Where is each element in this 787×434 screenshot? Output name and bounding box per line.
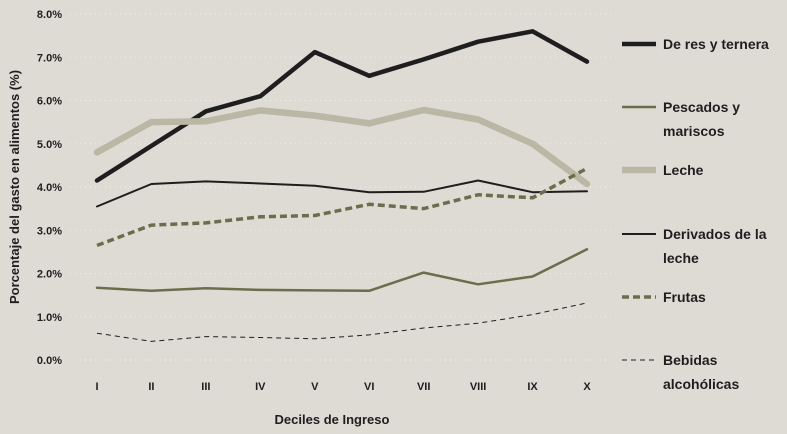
- legend-label: Leche: [663, 162, 704, 178]
- legend-label: Bebidas: [663, 352, 718, 368]
- x-tick-label: I: [95, 381, 98, 393]
- x-tick-label: II: [148, 381, 154, 393]
- y-tick-label: 2.0%: [37, 269, 62, 281]
- x-tick-label: V: [311, 381, 319, 393]
- x-tick-label: IX: [527, 381, 538, 393]
- series-line-bebidas-alcoh-licas: [96, 302, 588, 342]
- y-tick-label: 0.0%: [37, 355, 62, 367]
- x-tick-label: VII: [417, 381, 430, 393]
- legend-label: Pescados y: [663, 99, 740, 115]
- y-tick-label: 1.0%: [37, 312, 62, 324]
- legend-item: De res y ternera: [622, 36, 769, 52]
- series-line-derivados-de-la-leche: [96, 179, 588, 208]
- grid-layer: [70, 13, 612, 361]
- legend-item: Pescados y mariscos: [622, 99, 740, 139]
- x-tick-label: VI: [364, 381, 374, 393]
- y-tick-label: 5.0%: [37, 139, 62, 151]
- y-tick-label: 3.0%: [37, 225, 62, 237]
- y-tick-label: 6.0%: [37, 96, 62, 108]
- legend-label: mariscos: [663, 123, 725, 139]
- legend-label: alcohólicas: [663, 376, 739, 392]
- legend-label: Frutas: [663, 289, 706, 305]
- y-tick-label: 7.0%: [37, 52, 62, 64]
- x-tick-label: III: [201, 381, 210, 393]
- y-tick-label: 4.0%: [37, 182, 62, 194]
- legend: De res y ternera Pescados y mariscos Leche D…: [622, 36, 769, 392]
- series-line-de-res-y-ternera: [94, 29, 590, 183]
- y-tick-label: 8.0%: [37, 9, 62, 21]
- series-line-leche: [93, 106, 591, 188]
- x-axis-label: Deciles de Ingreso: [275, 412, 390, 427]
- legend-label: De res y ternera: [663, 36, 769, 52]
- series-line-frutas: [96, 166, 588, 248]
- legend-item: Leche: [622, 162, 704, 178]
- y-axis-label: Porcentaje del gasto en alimentos (%): [7, 70, 22, 304]
- x-tick-label: IV: [255, 381, 266, 393]
- y-tick-labels: 0.0% 1.0% 2.0% 3.0% 4.0% 5.0% 6.0% 7.0% 8.0%: [37, 9, 62, 367]
- legend-label: Derivados de la: [663, 226, 767, 242]
- legend-item: Bebidas alcohólicas: [622, 352, 739, 392]
- legend-item: Derivados de la leche: [622, 226, 767, 266]
- x-tick-labels: I II III IV V VI VII VIII IX X: [95, 381, 591, 393]
- series-layer: [93, 29, 591, 342]
- x-tick-label: VIII: [470, 381, 487, 393]
- series-line-pescados-y-mariscos: [95, 248, 589, 293]
- x-tick-label: X: [583, 381, 591, 393]
- legend-label: leche: [663, 250, 699, 266]
- legend-item: Frutas: [622, 289, 706, 305]
